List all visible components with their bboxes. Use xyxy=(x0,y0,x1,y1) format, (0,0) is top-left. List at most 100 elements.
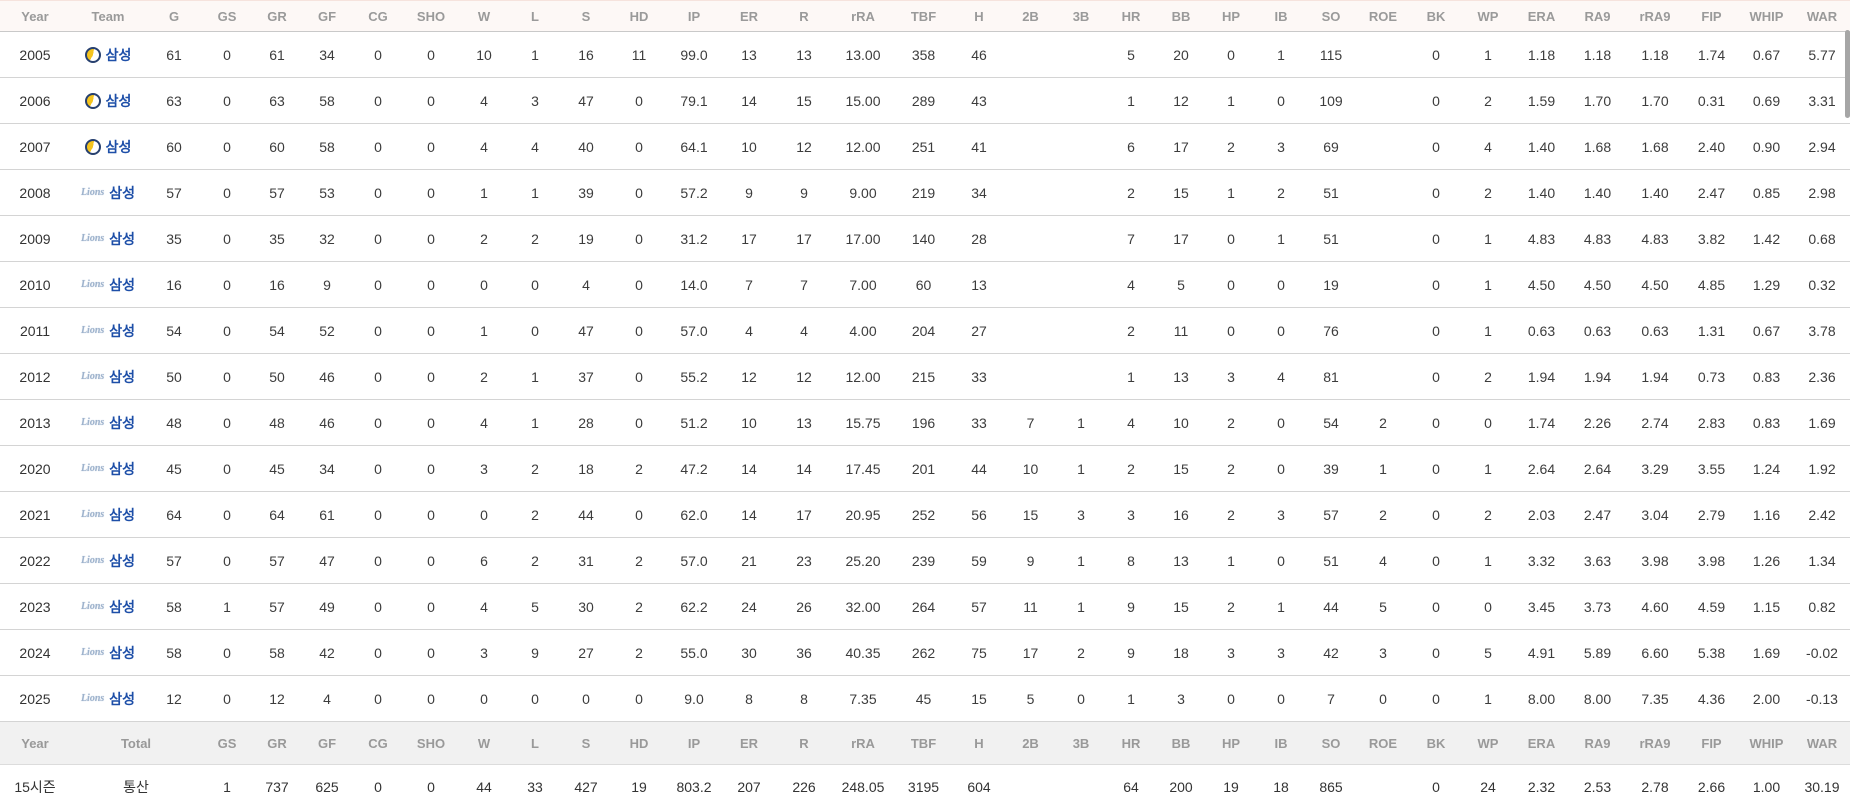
team-link[interactable]: Lions 삼성 xyxy=(70,321,146,341)
footer-col-header-IP[interactable]: IP xyxy=(666,721,722,765)
footer-col-header-Year[interactable]: Year xyxy=(0,721,70,765)
col-header-G[interactable]: G xyxy=(146,0,202,32)
col-header-S[interactable]: S xyxy=(560,0,612,32)
stat-cell-BK: 0 xyxy=(1410,169,1462,216)
col-header-FIP[interactable]: FIP xyxy=(1684,0,1739,32)
footer-col-header-IB[interactable]: IB xyxy=(1256,721,1306,765)
col-header-BK[interactable]: BK xyxy=(1410,0,1462,32)
stat-cell-ERA: 4.50 xyxy=(1514,261,1569,308)
col-header-TBF[interactable]: TBF xyxy=(894,0,953,32)
footer-col-header-RA9[interactable]: RA9 xyxy=(1569,721,1626,765)
team-link[interactable]: 삼성 xyxy=(70,91,146,111)
footer-col-header-GR[interactable]: GR xyxy=(252,721,302,765)
footer-col-header-BK[interactable]: BK xyxy=(1410,721,1462,765)
footer-col-header-L[interactable]: L xyxy=(510,721,560,765)
footer-col-header-rRA[interactable]: rRA xyxy=(832,721,894,765)
col-header-IB[interactable]: IB xyxy=(1256,0,1306,32)
footer-col-header-W[interactable]: W xyxy=(458,721,510,765)
footer-col-header-WAR[interactable]: WAR xyxy=(1794,721,1850,765)
col-header-IP[interactable]: IP xyxy=(666,0,722,32)
team-link[interactable]: Lions 삼성 xyxy=(70,551,146,571)
footer-col-header-TBF[interactable]: TBF xyxy=(894,721,953,765)
col-header-SO[interactable]: SO xyxy=(1306,0,1356,32)
team-link[interactable]: Lions 삼성 xyxy=(70,413,146,433)
col-header-SHO[interactable]: SHO xyxy=(404,0,458,32)
footer-col-header-rRA9[interactable]: rRA9 xyxy=(1626,721,1684,765)
stat-cell-WHIP: 0.85 xyxy=(1739,169,1794,216)
col-header-GR[interactable]: GR xyxy=(252,0,302,32)
stat-cell-GF: 46 xyxy=(302,399,352,446)
col-header-GF[interactable]: GF xyxy=(302,0,352,32)
stat-cell-L: 0 xyxy=(510,261,560,308)
col-header-ER[interactable]: ER xyxy=(722,0,776,32)
footer-col-header-ERA[interactable]: ERA xyxy=(1514,721,1569,765)
team-link[interactable]: Lions 삼성 xyxy=(70,643,146,663)
team-link[interactable]: Lions 삼성 xyxy=(70,459,146,479)
stat-cell-2B xyxy=(1005,353,1056,400)
col-header-3B[interactable]: 3B xyxy=(1056,0,1106,32)
team-link[interactable]: Lions 삼성 xyxy=(70,367,146,387)
footer-col-header-HD[interactable]: HD xyxy=(612,721,666,765)
col-header-BB[interactable]: BB xyxy=(1156,0,1206,32)
stat-cell-WP: 1 xyxy=(1462,261,1514,308)
footer-col-header-GF[interactable]: GF xyxy=(302,721,352,765)
stat-cell-CG: 0 xyxy=(352,261,404,308)
team-link[interactable]: Lions 삼성 xyxy=(70,275,146,295)
stat-cell-rRA: 25.20 xyxy=(832,537,894,584)
col-header-WHIP[interactable]: WHIP xyxy=(1739,0,1794,32)
team-link[interactable]: Lions 삼성 xyxy=(70,689,146,709)
footer-col-header-S[interactable]: S xyxy=(560,721,612,765)
col-header-Year[interactable]: Year xyxy=(0,0,70,32)
footer-col-header-SHO[interactable]: SHO xyxy=(404,721,458,765)
col-header-HD[interactable]: HD xyxy=(612,0,666,32)
stat-cell-2B xyxy=(1005,31,1056,78)
col-header-WAR[interactable]: WAR xyxy=(1794,0,1850,32)
footer-col-header-WP[interactable]: WP xyxy=(1462,721,1514,765)
col-header-L[interactable]: L xyxy=(510,0,560,32)
footer-col-header-HP[interactable]: HP xyxy=(1206,721,1256,765)
stat-cell-2B: 17 xyxy=(1005,629,1056,676)
team-link[interactable]: Lions 삼성 xyxy=(70,229,146,249)
col-header-CG[interactable]: CG xyxy=(352,0,404,32)
footer-col-header-ER[interactable]: ER xyxy=(722,721,776,765)
col-header-HR[interactable]: HR xyxy=(1106,0,1156,32)
footer-col-header-GS[interactable]: GS xyxy=(202,721,252,765)
col-header-ROE[interactable]: ROE xyxy=(1356,0,1410,32)
samsung-lions-logo-icon: Lions xyxy=(80,417,105,428)
col-header-RA9[interactable]: RA9 xyxy=(1569,0,1626,32)
footer-col-header-BB[interactable]: BB xyxy=(1156,721,1206,765)
footer-col-header-Total[interactable]: Total xyxy=(70,721,202,765)
col-header-rRA9[interactable]: rRA9 xyxy=(1626,0,1684,32)
stat-cell-SHO: 0 xyxy=(404,629,458,676)
col-header-WP[interactable]: WP xyxy=(1462,0,1514,32)
team-link[interactable]: 삼성 xyxy=(70,45,146,65)
team-link[interactable]: 삼성 xyxy=(70,137,146,157)
stat-cell-rRA9: 3.98 xyxy=(1626,537,1684,584)
col-header-W[interactable]: W xyxy=(458,0,510,32)
col-header-R[interactable]: R xyxy=(776,0,832,32)
scrollbar-thumb[interactable] xyxy=(1845,30,1850,118)
stat-cell-3B xyxy=(1056,307,1106,354)
footer-col-header-WHIP[interactable]: WHIP xyxy=(1739,721,1794,765)
footer-col-header-FIP[interactable]: FIP xyxy=(1684,721,1739,765)
footer-col-header-2B[interactable]: 2B xyxy=(1005,721,1056,765)
col-header-ERA[interactable]: ERA xyxy=(1514,0,1569,32)
col-header-2B[interactable]: 2B xyxy=(1005,0,1056,32)
team-link[interactable]: Lions 삼성 xyxy=(70,183,146,203)
stat-cell-CG: 0 xyxy=(352,31,404,78)
col-header-H[interactable]: H xyxy=(953,0,1005,32)
footer-col-header-ROE[interactable]: ROE xyxy=(1356,721,1410,765)
footer-col-header-H[interactable]: H xyxy=(953,721,1005,765)
team-link[interactable]: Lions 삼성 xyxy=(70,505,146,525)
team-link[interactable]: Lions 삼성 xyxy=(70,597,146,617)
col-header-rRA[interactable]: rRA xyxy=(832,0,894,32)
footer-col-header-SO[interactable]: SO xyxy=(1306,721,1356,765)
footer-col-header-R[interactable]: R xyxy=(776,721,832,765)
col-header-GS[interactable]: GS xyxy=(202,0,252,32)
stat-cell-SO: 54 xyxy=(1306,399,1356,446)
footer-col-header-HR[interactable]: HR xyxy=(1106,721,1156,765)
footer-col-header-3B[interactable]: 3B xyxy=(1056,721,1106,765)
col-header-Team[interactable]: Team xyxy=(70,0,146,32)
footer-col-header-CG[interactable]: CG xyxy=(352,721,404,765)
col-header-HP[interactable]: HP xyxy=(1206,0,1256,32)
